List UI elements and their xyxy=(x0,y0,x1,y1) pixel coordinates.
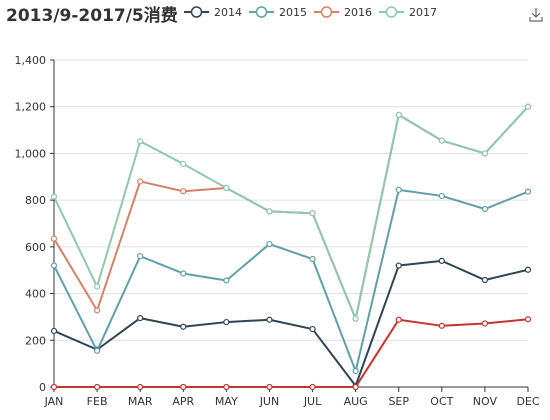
data-point xyxy=(50,383,58,391)
data-point xyxy=(180,188,187,195)
data-point xyxy=(481,276,489,284)
data-point xyxy=(352,383,359,391)
grid-lines xyxy=(54,59,528,341)
legend-marker xyxy=(190,6,203,18)
data-point xyxy=(266,240,273,248)
series-line xyxy=(53,188,529,373)
series-2017 xyxy=(50,103,532,322)
data-point xyxy=(524,316,532,323)
data-point xyxy=(524,266,532,273)
x-tick-label: AUG xyxy=(344,395,368,408)
data-point xyxy=(137,383,144,391)
y-tick-label: 1,200 xyxy=(15,101,47,114)
data-point xyxy=(50,235,58,242)
series-lines xyxy=(50,103,532,391)
x-tick-label: MAY xyxy=(215,395,238,408)
data-point xyxy=(50,262,58,269)
legend-label: 2017 xyxy=(409,6,437,19)
legend-item-2014[interactable]: 2014 xyxy=(184,6,242,19)
data-point xyxy=(309,383,316,391)
y-tick-label: 1,000 xyxy=(15,147,47,160)
data-point xyxy=(395,316,402,323)
data-point xyxy=(438,257,445,264)
legend-item-2016[interactable]: 2016 xyxy=(314,6,372,19)
data-point xyxy=(352,315,359,322)
series-line xyxy=(53,106,529,320)
x-tick-label: DEC xyxy=(516,395,539,408)
data-point xyxy=(481,150,489,157)
x-tick-label: JUN xyxy=(259,395,280,408)
data-point xyxy=(395,111,402,118)
x-tick-label: NOV xyxy=(473,395,498,408)
series-line xyxy=(53,259,529,387)
y-tick-label: 800 xyxy=(25,194,46,207)
data-point xyxy=(223,383,230,391)
data-point xyxy=(137,178,144,185)
y-tick-label: 600 xyxy=(25,241,46,254)
x-tick-label: APR xyxy=(172,395,194,408)
data-point xyxy=(180,383,187,391)
data-point xyxy=(524,188,532,195)
data-point xyxy=(93,347,101,354)
data-point xyxy=(438,322,445,329)
data-point xyxy=(180,270,187,277)
legend-marker xyxy=(385,6,398,18)
data-point xyxy=(50,193,58,200)
y-tick-label: 0 xyxy=(39,381,46,394)
data-point xyxy=(137,314,144,322)
data-point xyxy=(438,192,445,200)
data-point xyxy=(524,103,532,110)
x-tick-label: MAR xyxy=(128,395,153,408)
legend-label: 2014 xyxy=(214,6,242,19)
data-point xyxy=(180,323,187,330)
data-point xyxy=(266,383,273,391)
legend-label: 2016 xyxy=(344,6,372,19)
data-point xyxy=(223,277,230,284)
data-point xyxy=(50,327,58,335)
data-point xyxy=(137,138,144,145)
data-point xyxy=(481,320,489,327)
x-tick-label: OCT xyxy=(430,395,453,408)
x-tick-label: SEP xyxy=(388,395,409,408)
series-unnamed-4 xyxy=(50,316,532,391)
y-tick-label: 1,400 xyxy=(15,54,47,67)
download-icon[interactable] xyxy=(527,5,545,23)
chart-title: 2013/9-2017/5消费 xyxy=(6,6,178,26)
data-point xyxy=(309,210,316,217)
data-point xyxy=(352,368,359,375)
data-point xyxy=(395,186,402,193)
series-2015 xyxy=(50,186,532,375)
data-point xyxy=(223,318,230,326)
data-point xyxy=(438,137,445,144)
data-point xyxy=(266,208,273,215)
legend-item-2015[interactable]: 2015 xyxy=(249,6,307,19)
legend[interactable]: 2014 2015 2016 2017 xyxy=(184,6,437,19)
legend-item-2017[interactable]: 2017 xyxy=(379,6,437,19)
data-point xyxy=(137,253,144,260)
data-point xyxy=(395,262,402,269)
y-tick-label: 400 xyxy=(25,288,46,301)
data-point xyxy=(93,283,101,290)
x-tick-label: JAN xyxy=(44,395,64,408)
x-tick-label: FEB xyxy=(87,395,108,408)
legend-marker xyxy=(320,6,333,18)
series-2014 xyxy=(50,257,532,389)
data-point xyxy=(180,160,187,168)
y-tick-label: 200 xyxy=(25,334,46,347)
series-line xyxy=(54,318,529,388)
data-point xyxy=(93,383,101,391)
legend-label: 2015 xyxy=(279,6,307,19)
data-point xyxy=(309,255,316,263)
data-point xyxy=(223,184,230,192)
data-point xyxy=(266,316,273,323)
x-tick-label: JUL xyxy=(303,395,322,408)
data-point xyxy=(93,307,101,314)
data-point xyxy=(309,325,316,333)
legend-marker xyxy=(255,6,268,18)
data-point xyxy=(481,205,489,213)
